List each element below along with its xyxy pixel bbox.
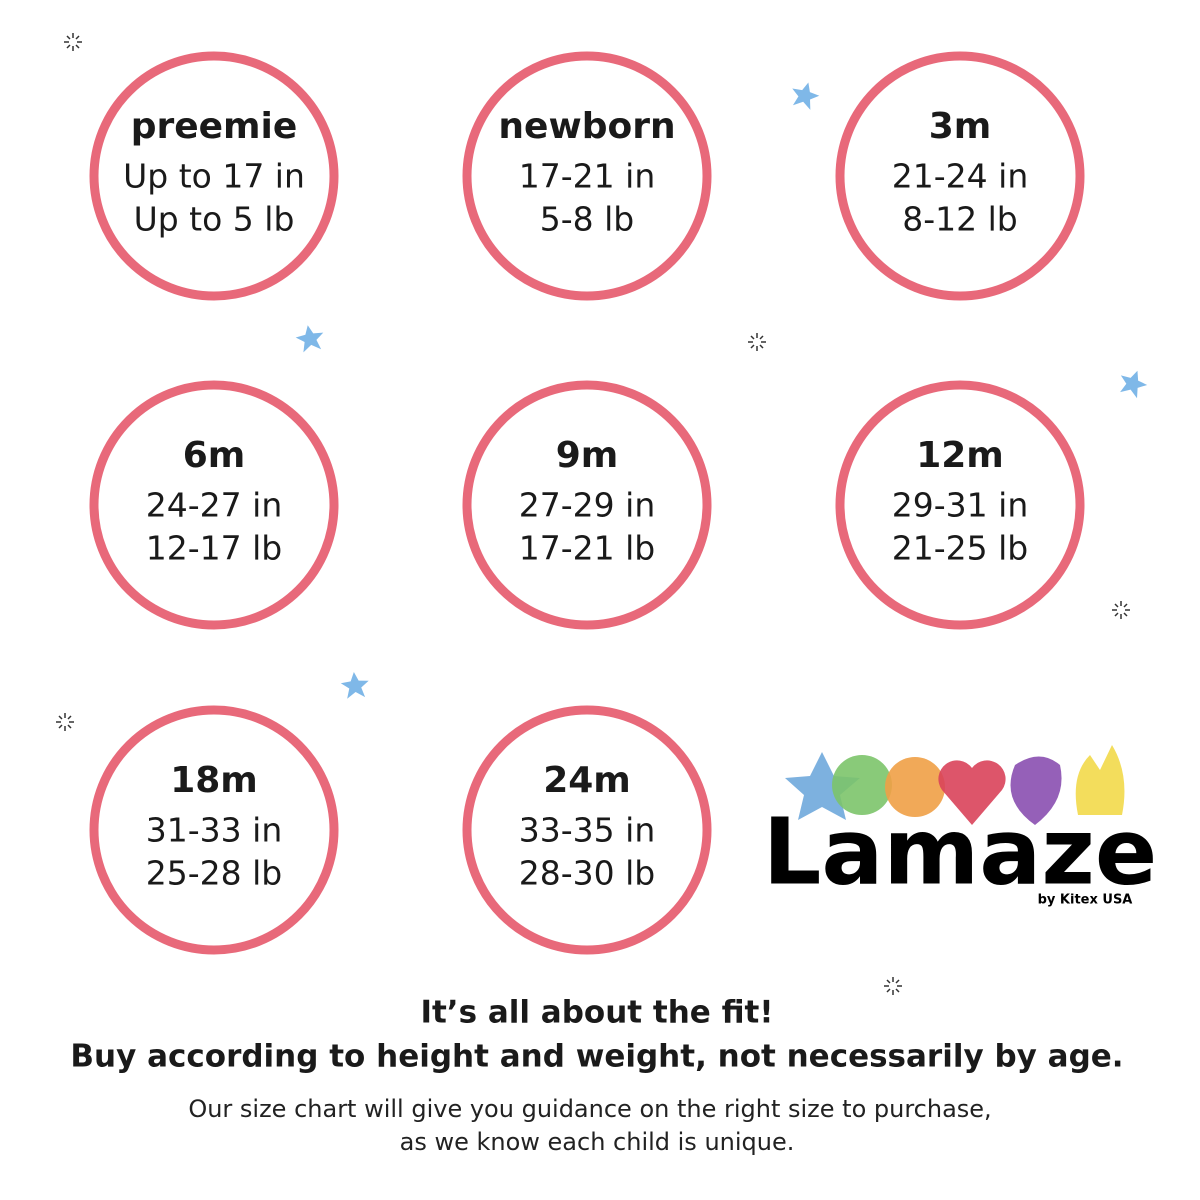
size-weight: 5-8 lb <box>540 200 635 239</box>
size-name: preemie <box>131 106 298 147</box>
size-height: 33-35 in <box>519 811 655 850</box>
size-name: 12m <box>916 435 1004 476</box>
size-circles: preemie Up to 17 in Up to 5 lb newborn 17-21… <box>89 51 1085 955</box>
size-height: 21-24 in <box>892 157 1028 196</box>
sparkles <box>56 33 1130 995</box>
size-weight: 28-30 lb <box>519 854 656 893</box>
size-height: 29-31 in <box>892 486 1028 525</box>
decorations <box>295 82 1148 699</box>
size-ring <box>89 705 339 955</box>
size-height: 27-29 in <box>519 486 655 525</box>
body-text: Our size chart will give you guidance on… <box>188 1095 991 1123</box>
headline: It’s all about the fit! <box>420 995 773 1031</box>
size-name: 24m <box>543 760 631 801</box>
size-weight: 12-17 lb <box>146 529 283 568</box>
size-weight: 17-21 lb <box>519 529 656 568</box>
size-ring <box>835 51 1085 301</box>
size-height: 17-21 in <box>519 157 655 196</box>
size-weight: 25-28 lb <box>146 854 283 893</box>
size-ring <box>89 380 339 630</box>
size-ring <box>462 51 712 301</box>
size-height: 24-27 in <box>146 486 282 525</box>
body-text: as we know each child is unique. <box>400 1128 795 1156</box>
size-name: 9m <box>556 435 619 476</box>
logo-brand: Lamaze <box>763 798 1158 905</box>
logo: Lamaze ™ by Kitex USA <box>763 745 1158 908</box>
size-name: 6m <box>183 435 246 476</box>
size-name: newborn <box>498 106 675 147</box>
size-weight: 21-25 lb <box>892 529 1029 568</box>
logo-byline: by Kitex USA <box>1038 893 1133 908</box>
size-name: 18m <box>170 760 258 801</box>
size-ring <box>835 380 1085 630</box>
size-name: 3m <box>929 106 992 147</box>
headline: Buy according to height and weight, not … <box>70 1039 1123 1075</box>
size-height: Up to 17 in <box>123 157 305 196</box>
size-weight: 8-12 lb <box>902 200 1018 239</box>
size-ring <box>462 705 712 955</box>
size-ring <box>89 51 339 301</box>
logo-trademark: ™ <box>1117 835 1128 848</box>
size-height: 31-33 in <box>146 811 282 850</box>
size-weight: Up to 5 lb <box>134 200 295 239</box>
size-ring <box>462 380 712 630</box>
